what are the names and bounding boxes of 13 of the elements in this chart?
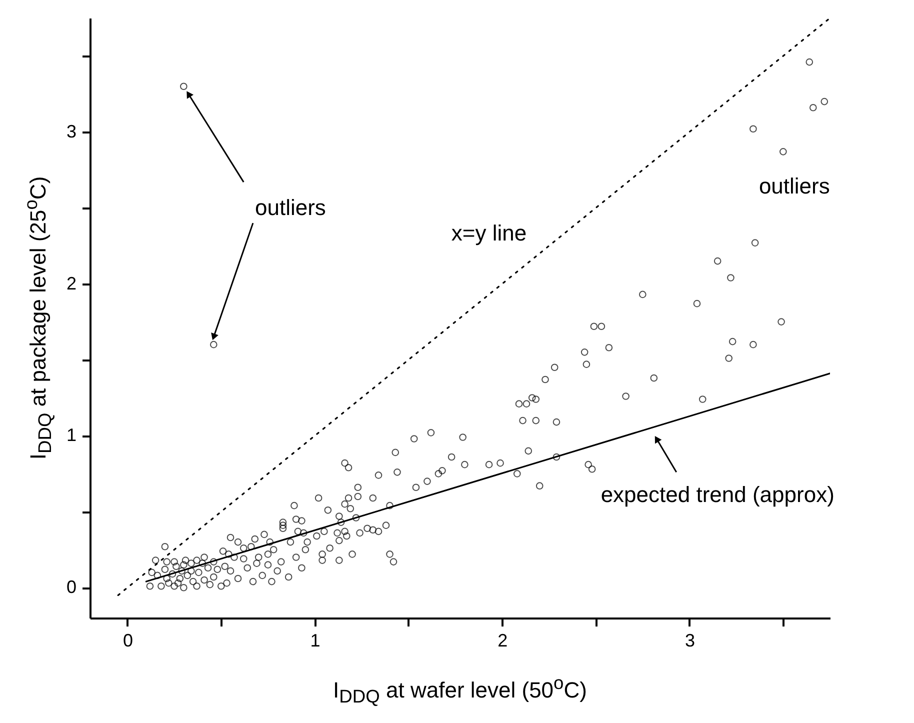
y-tick-label: 2: [66, 273, 76, 294]
annotation: outliers: [254, 194, 326, 220]
annotation: x=y line: [451, 220, 527, 246]
y-tick-label: 0: [66, 577, 76, 598]
x-tick-label: 2: [498, 630, 508, 650]
y-tick-label: 3: [66, 121, 76, 142]
x-tick-label: 3: [684, 630, 695, 650]
x-axis-title: I$_{DDQ}$ at wafer level (50$^{o}$C): [333, 672, 587, 708]
x-tick-label: 0: [122, 630, 133, 650]
x-tick-label: 1: [310, 630, 320, 650]
y-tick-label: 1: [66, 425, 76, 446]
annotation: expected trend (approx): [600, 482, 834, 507]
annotation: outliers: [758, 174, 830, 199]
